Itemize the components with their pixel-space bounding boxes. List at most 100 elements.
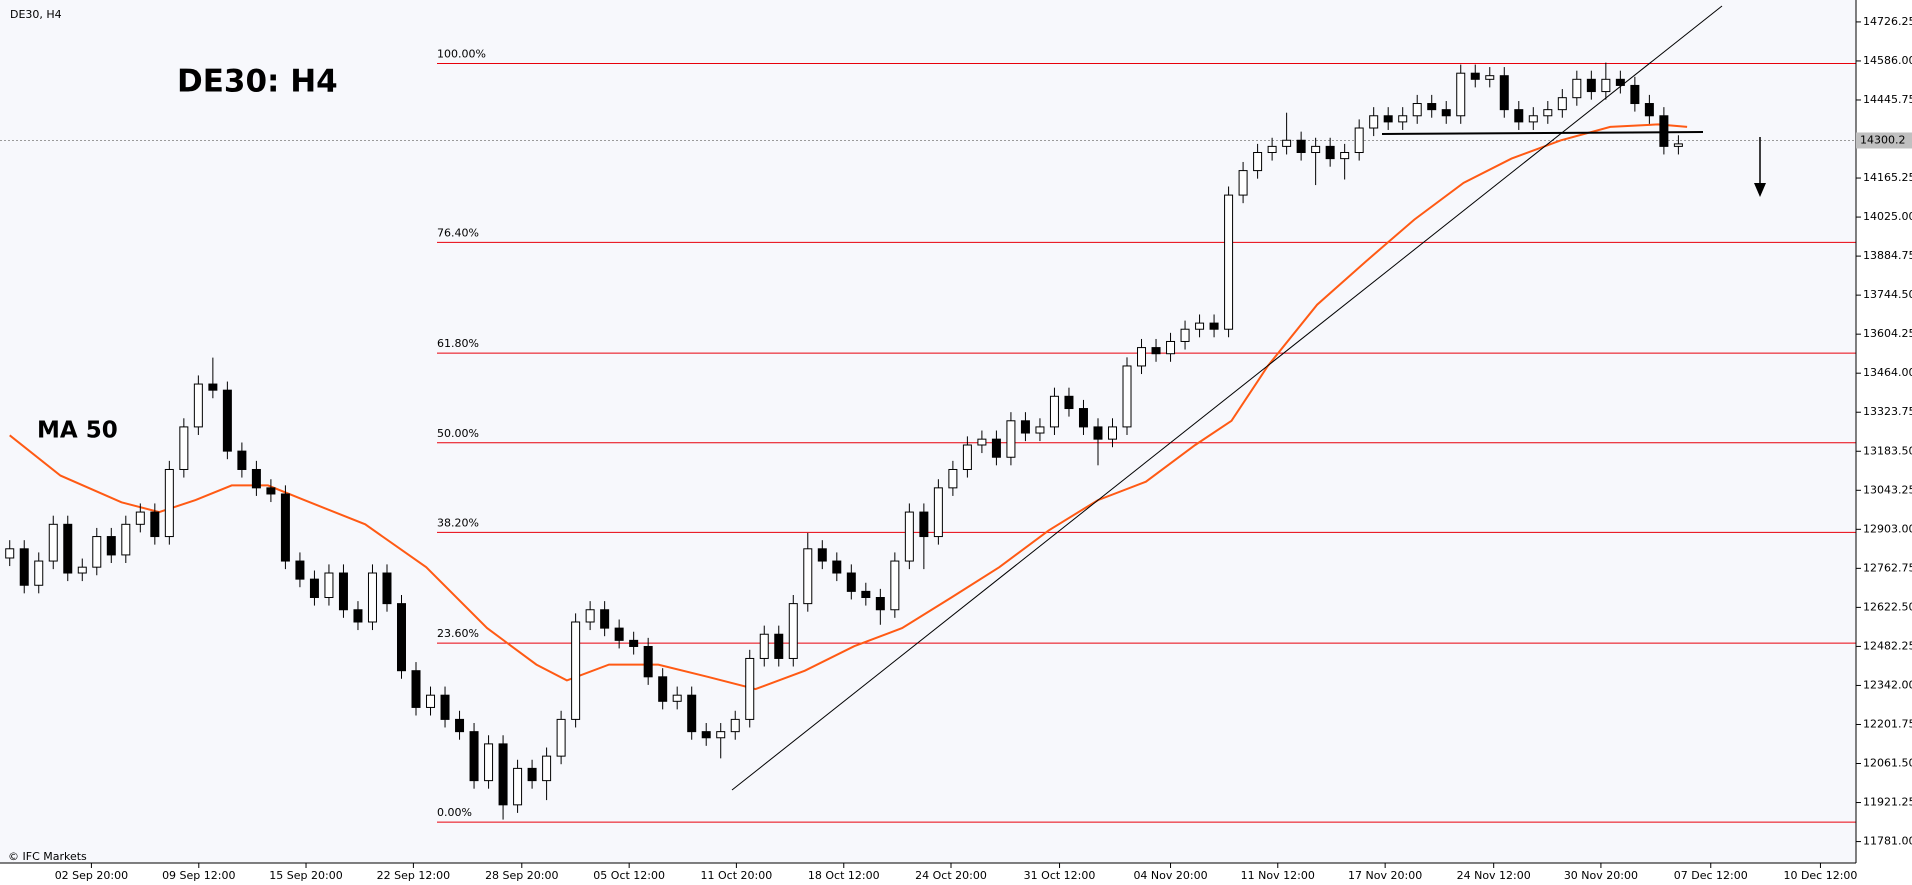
candle-body — [1238, 170, 1248, 196]
y-tick-label: 13043.25 — [1863, 483, 1912, 496]
candle-body — [1557, 97, 1567, 111]
x-tick-label: 11 Nov 12:00 — [1241, 869, 1315, 882]
x-tick-label: 24 Oct 20:00 — [915, 869, 987, 882]
candle-body — [1644, 103, 1654, 117]
candle-body — [600, 609, 610, 629]
candle-body — [933, 487, 943, 538]
candle-body — [1253, 152, 1263, 172]
candle-body — [353, 609, 363, 623]
candle-body — [1311, 145, 1321, 154]
candle-body — [208, 383, 218, 391]
candle-body — [498, 743, 508, 806]
candle-body — [92, 536, 102, 568]
y-tick-label: 13884.75 — [1863, 249, 1912, 262]
arrow-head — [1754, 183, 1766, 197]
candle-body — [440, 694, 450, 720]
candle-body — [1282, 139, 1292, 147]
candle-body — [527, 767, 537, 782]
candle-body — [875, 597, 885, 611]
candle-body — [251, 468, 261, 489]
x-tick-label: 10 Dec 12:00 — [1783, 869, 1857, 882]
current-price-label: 14300.2 — [1860, 133, 1906, 146]
candle-body — [672, 694, 682, 702]
x-tick-label: 22 Sep 12:00 — [377, 869, 450, 882]
header: DE30, H4 — [10, 8, 62, 21]
candle-body — [48, 523, 58, 562]
y-tick-label: 14726.25 — [1863, 15, 1912, 28]
candle-body — [63, 523, 73, 574]
candle-body — [977, 438, 987, 446]
trend-line — [731, 5, 1723, 791]
candle-body — [716, 731, 726, 739]
candle-body — [34, 560, 44, 586]
current-price-box — [1856, 132, 1912, 149]
plot-background — [0, 0, 1856, 863]
candle-body — [1354, 127, 1364, 154]
candle-body — [1325, 145, 1335, 160]
candle-body — [1528, 115, 1538, 123]
x-tick-label: 11 Oct 20:00 — [701, 869, 773, 882]
candle-body — [1586, 78, 1596, 93]
candle-body — [832, 560, 842, 574]
candle-body — [338, 572, 348, 611]
candle-body — [1020, 420, 1030, 434]
candle-body — [1369, 115, 1379, 129]
x-tick-label: 30 Nov 20:00 — [1564, 869, 1638, 882]
fib-label: 23.60% — [437, 627, 479, 640]
candle-body — [745, 657, 755, 720]
candle-body — [817, 548, 827, 562]
candle-body — [542, 755, 552, 782]
candle-body — [571, 621, 581, 720]
candle-body — [1107, 426, 1117, 440]
candle-body — [1195, 322, 1205, 330]
candle-body — [469, 731, 479, 782]
y-tick-label: 14445.75 — [1863, 93, 1912, 106]
fib-label: 76.40% — [437, 226, 479, 239]
candle-body — [904, 511, 914, 562]
candle-body — [513, 767, 523, 806]
y-tick-label: 12342.00 — [1863, 678, 1912, 691]
candle-body — [1180, 328, 1190, 342]
candle-body — [426, 694, 436, 708]
x-tick-label: 09 Sep 12:00 — [162, 869, 235, 882]
candle-body — [1485, 75, 1495, 80]
x-tick-label: 04 Nov 20:00 — [1133, 869, 1207, 882]
candle-body — [730, 718, 740, 733]
candle-body — [222, 389, 232, 452]
candle-body — [309, 578, 319, 599]
candle-body — [121, 523, 131, 556]
chart-title: DE30: H4 — [177, 64, 338, 100]
candle-body — [1035, 426, 1045, 434]
y-tick-label: 14165.25 — [1863, 171, 1912, 184]
y-tick-label: 13464.00 — [1863, 366, 1912, 379]
candle-body — [1137, 347, 1147, 367]
candle-body — [1441, 109, 1451, 117]
candle-body — [643, 645, 653, 678]
candle-body — [295, 560, 305, 580]
candle-body — [991, 438, 1001, 458]
x-tick-label: 07 Dec 12:00 — [1674, 869, 1748, 882]
candle-body — [861, 590, 871, 599]
candle-body — [1340, 152, 1350, 160]
candle-body — [1224, 194, 1234, 330]
y-tick-label: 12762.75 — [1863, 561, 1912, 574]
candle-body — [1601, 78, 1611, 93]
candle-body — [585, 609, 595, 623]
x-tick-label: 02 Sep 20:00 — [55, 869, 128, 882]
candle-body — [1615, 78, 1625, 86]
candle-body — [1383, 115, 1393, 123]
candle-body — [237, 450, 247, 470]
y-tick-label: 13183.50 — [1863, 444, 1912, 457]
candle-body — [106, 536, 116, 556]
candle-body — [484, 743, 494, 782]
candle-body — [629, 639, 639, 647]
fib-label: 61.80% — [437, 337, 479, 350]
candle-body — [367, 572, 377, 623]
ma-line — [9, 123, 1688, 691]
fib-label: 38.20% — [437, 516, 479, 529]
candle-body — [150, 511, 160, 538]
candle-body — [1673, 143, 1683, 147]
candle-body — [1151, 347, 1161, 355]
y-tick-label: 12061.50 — [1863, 757, 1912, 770]
